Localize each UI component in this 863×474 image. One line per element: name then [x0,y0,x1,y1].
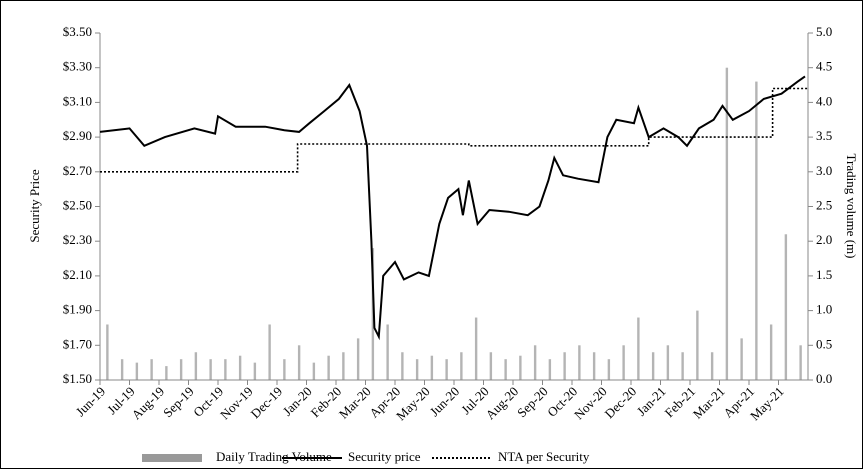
volume-bar [194,352,198,380]
volume-bar [312,362,316,380]
y2-tick-label: 0.0 [816,371,832,386]
volume-bar [666,345,670,380]
y-tick-label: $3.10 [63,93,92,108]
volume-bar [135,362,139,380]
volume-bar [430,355,434,380]
volume-bar [106,324,109,380]
y2-tick-label: 5.0 [816,24,832,39]
volume-bar [474,317,478,380]
volume-bar [356,338,360,380]
volume-bar [784,234,788,380]
nta-line [100,87,808,173]
price-line [99,75,806,341]
volume-bar [489,352,493,380]
volume-bar [460,352,463,380]
volume-bar [165,366,168,380]
volume-bar [504,359,507,380]
volume-bar [150,359,153,380]
volume-bar [681,352,684,380]
volume-bar [209,359,212,380]
volume-bar [769,324,773,380]
y2-tick-label: 1.0 [816,302,832,317]
volume-bar [755,81,758,380]
y-tick-label: $3.50 [63,24,92,39]
legend-swatch [142,454,202,462]
volume-bar [696,310,699,380]
volume-bar [238,355,242,380]
y2-tick-label: 4.0 [816,93,832,108]
legend-label: Daily Trading Volume [216,449,332,464]
volume-bar [592,352,596,380]
y-axis-label: Security Price [27,169,42,243]
volume-bar [799,345,802,380]
volume-bar [371,248,375,380]
volume-bar [253,362,257,380]
y-tick-label: $2.90 [63,128,92,143]
legend-label: Security price [348,449,421,464]
y-tick-label: $1.90 [63,302,92,317]
volume-bar [327,355,330,380]
y2-tick-label: 2.5 [816,197,832,212]
y-tick-label: $1.70 [63,336,92,351]
y-tick-label: $2.70 [63,163,92,178]
volume-bar [637,317,640,380]
volume-bar [578,345,581,380]
volume-bar [725,67,729,380]
y-tick-label: $2.10 [63,267,92,282]
volume-bar [607,359,611,380]
y2-tick-label: 1.5 [816,267,832,282]
y-tick-label: $1.50 [63,371,92,386]
y2-axis-label: Trading volume (m) [844,154,859,259]
volume-bar [651,352,655,380]
volume-bar [533,345,537,380]
volume-bar [268,324,271,380]
volume-bar [622,345,625,380]
volume-bar [519,355,522,380]
legend-label: NTA per Security [498,449,590,464]
y-tick-label: $2.30 [63,232,92,247]
volume-bar [548,359,552,380]
volume-bar [224,359,227,380]
y2-tick-label: 0.5 [816,336,832,351]
y2-tick-label: 4.5 [816,59,832,74]
volume-bar [740,338,743,380]
y2-tick-label: 3.0 [816,163,832,178]
y-tick-label: $3.30 [63,59,92,74]
volume-bar [386,324,389,380]
volume-bar [179,359,183,380]
volume-bar [120,359,124,380]
volume-bar [710,352,714,380]
y-tick-label: $2.50 [63,197,92,212]
volume-bar [297,345,301,380]
y2-tick-label: 2.0 [816,232,832,247]
volume-bar [563,352,566,380]
volume-bar [342,352,345,380]
y2-tick-label: 3.5 [816,128,832,143]
volume-bar [415,359,419,380]
volume-bar [283,359,286,380]
volume-bar [401,352,404,380]
volume-bar [445,359,448,380]
